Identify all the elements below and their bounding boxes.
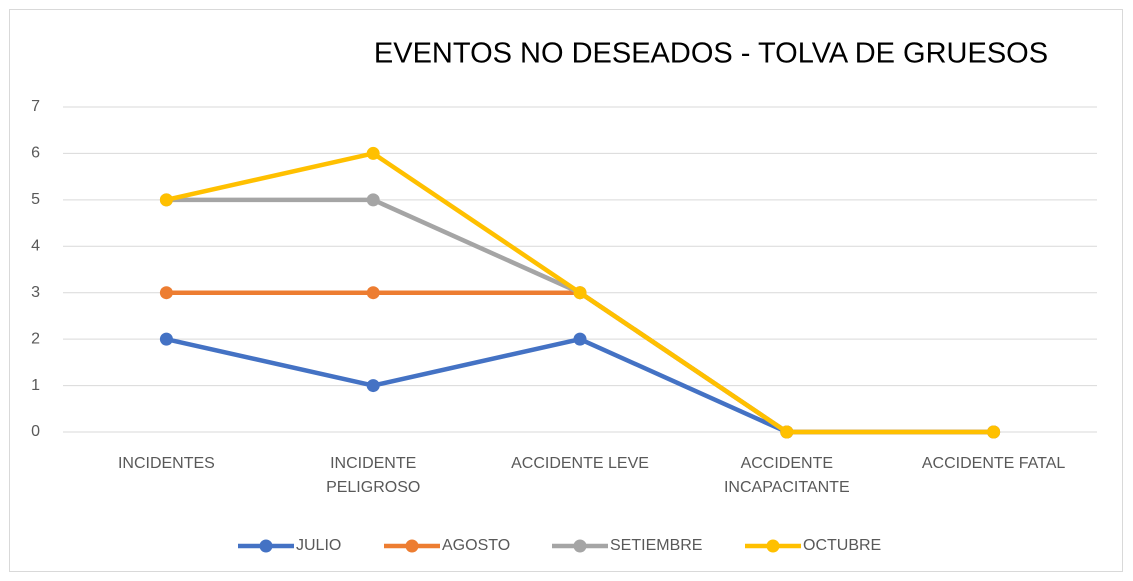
y-tick-label: 6: [31, 145, 40, 162]
y-tick-label: 0: [31, 423, 40, 440]
x-tick-label: ACCIDENTE LEVE: [511, 455, 649, 472]
series-marker: [987, 425, 1001, 439]
legend-swatch-marker: [766, 539, 780, 553]
chart-title: EVENTOS NO DESEADOS - TOLVA DE GRUESOS: [374, 38, 1048, 70]
x-tick-label: ACCIDENTE INCAPACITANTE: [723, 455, 850, 496]
y-tick-label: 1: [31, 377, 40, 394]
y-tick-label: 5: [31, 191, 40, 208]
series-marker: [573, 332, 587, 346]
legend-label: OCTUBRE: [803, 537, 881, 554]
series-marker: [366, 193, 380, 207]
series-marker: [780, 425, 794, 439]
chart-border: [9, 9, 1123, 572]
legend-label: SETIEMBRE: [610, 537, 702, 554]
series-line: [166, 290, 994, 435]
x-tick-label: ACCIDENTE FATAL: [921, 455, 1066, 472]
y-tick-label: 4: [31, 238, 40, 255]
y-tick-label: 2: [31, 330, 40, 347]
legend-swatch-marker: [405, 539, 419, 553]
series-marker: [366, 286, 380, 300]
legend-swatch-marker: [259, 539, 273, 553]
y-tick-label: 7: [31, 98, 40, 115]
x-tick-label: INCIDENTE PELIGROSO: [326, 455, 421, 496]
series-marker: [159, 332, 173, 346]
legend-label: AGOSTO: [442, 537, 510, 554]
x-tick-label: INCIDENTES: [117, 455, 215, 472]
series-marker: [366, 379, 380, 393]
series-marker: [366, 146, 380, 160]
series-marker: [573, 286, 587, 300]
legend-swatch-marker: [573, 539, 587, 553]
legend-label: JULIO: [296, 537, 341, 554]
series-line: [166, 197, 994, 435]
series-marker: [159, 193, 173, 207]
y-tick-label: 3: [31, 284, 40, 301]
series-marker: [159, 286, 173, 300]
